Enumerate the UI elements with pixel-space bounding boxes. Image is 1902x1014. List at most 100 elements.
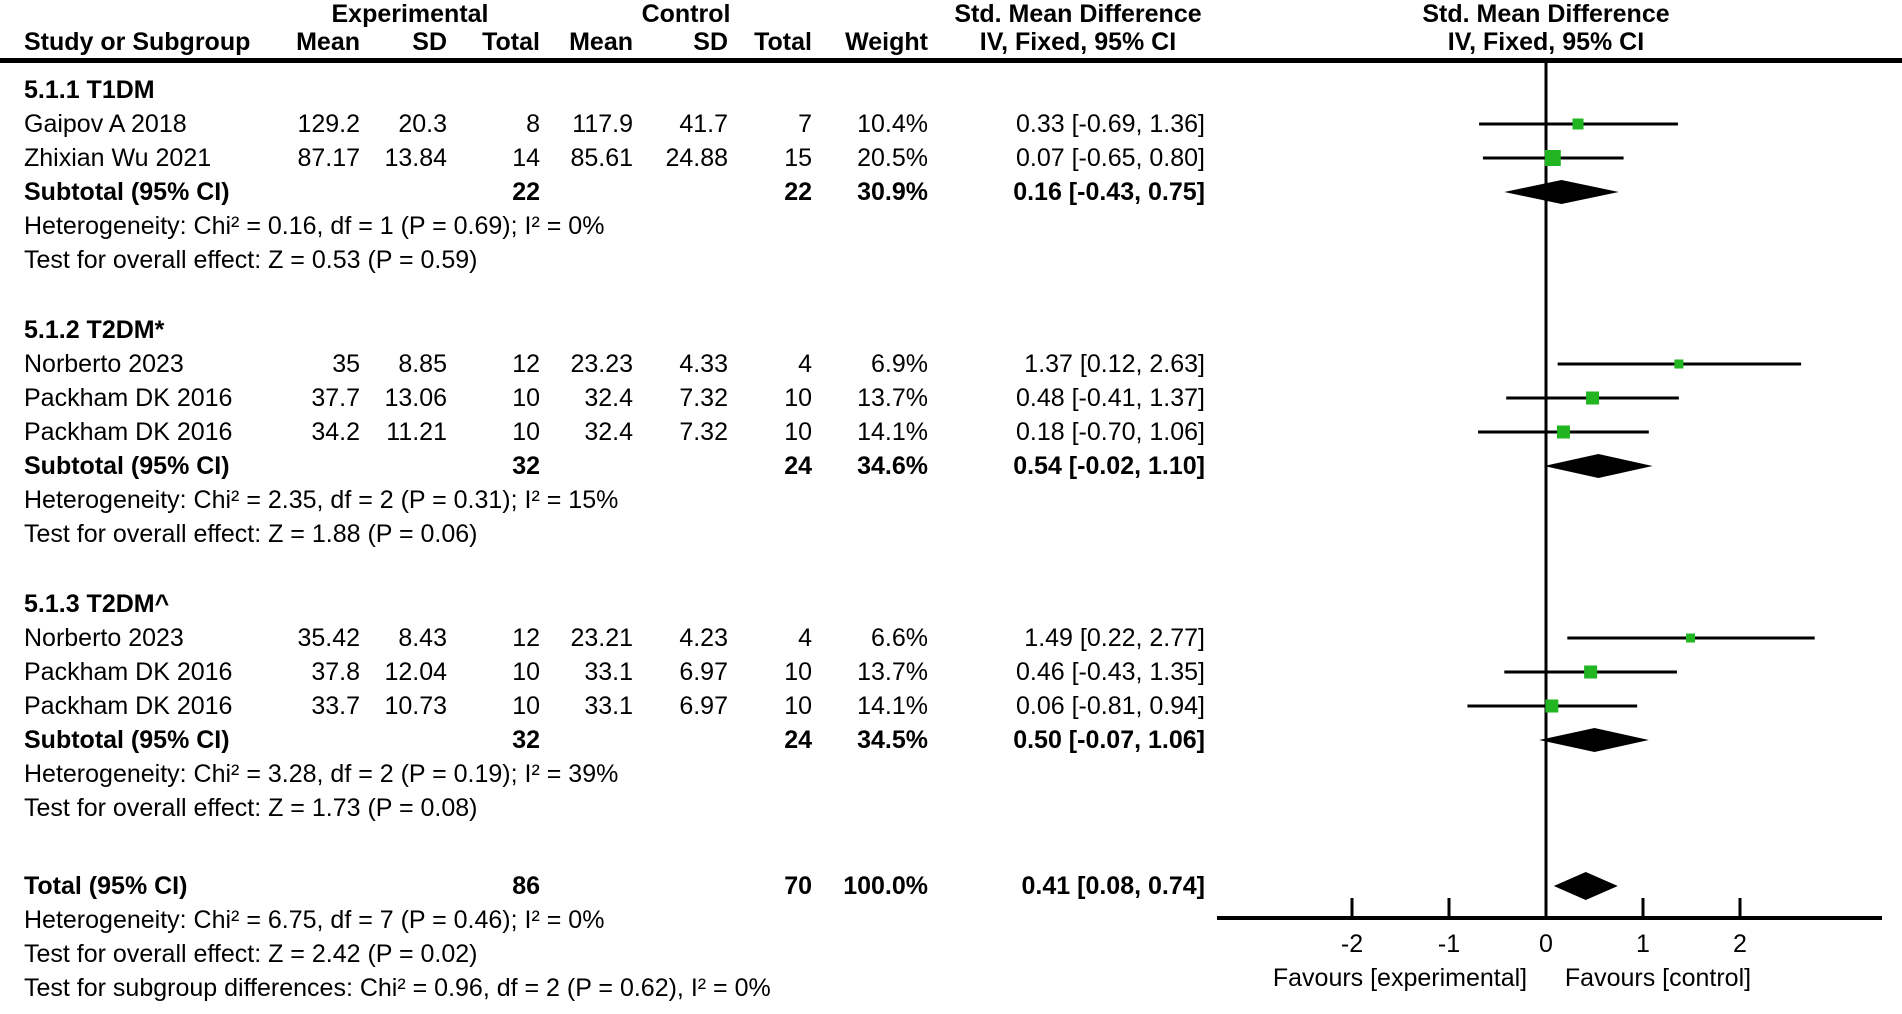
cell-total-exp: 12 bbox=[512, 624, 540, 652]
cell-total-exp: 10 bbox=[512, 418, 540, 446]
footnote-text: Heterogeneity: Chi² = 6.75, df = 7 (P = … bbox=[24, 906, 605, 934]
cell-total-exp: 22 bbox=[512, 178, 540, 206]
cell-weight: 10.4% bbox=[857, 110, 928, 138]
cell-weight: 34.6% bbox=[857, 452, 928, 480]
axis-tick-label: -2 bbox=[1341, 930, 1363, 958]
cell-mean-exp: 37.8 bbox=[311, 658, 360, 686]
col-header-mean-exp: Mean bbox=[296, 28, 360, 56]
study-marker bbox=[1545, 699, 1559, 713]
cell-mean-exp: 35.42 bbox=[297, 624, 360, 652]
cell-sd-ctl: 4.33 bbox=[679, 350, 728, 378]
cell-ci-text: 1.37 [0.12, 2.63] bbox=[1024, 350, 1205, 378]
subtotal-label: Subtotal (95% CI) bbox=[24, 726, 230, 754]
cell-total-ctl: 15 bbox=[784, 144, 812, 172]
study-name: Packham DK 2016 bbox=[24, 418, 233, 446]
cell-mean-exp: 34.2 bbox=[311, 418, 360, 446]
axis-tick-label: 1 bbox=[1636, 930, 1650, 958]
col-header-weight: Weight bbox=[845, 28, 928, 56]
cell-sd-exp: 8.43 bbox=[398, 624, 447, 652]
study-marker bbox=[1556, 425, 1570, 439]
heterogeneity-text: Heterogeneity: Chi² = 2.35, df = 2 (P = … bbox=[24, 486, 619, 514]
cell-total-exp: 86 bbox=[512, 872, 540, 900]
overall-effect-text: Test for overall effect: Z = 1.73 (P = 0… bbox=[24, 794, 478, 822]
heterogeneity-text: Heterogeneity: Chi² = 0.16, df = 1 (P = … bbox=[24, 212, 605, 240]
cell-total-ctl: 24 bbox=[784, 452, 812, 480]
cell-mean-exp: 87.17 bbox=[297, 144, 360, 172]
group-header-experimental: Experimental bbox=[331, 0, 489, 28]
footnote-text: Test for overall effect: Z = 2.42 (P = 0… bbox=[24, 940, 478, 968]
subtotal-diamond bbox=[1504, 180, 1619, 204]
cell-mean-ctl: 117.9 bbox=[572, 110, 633, 138]
axis-tick-label: 2 bbox=[1733, 930, 1747, 958]
cell-sd-ctl: 4.23 bbox=[679, 624, 728, 652]
cell-mean-ctl: 23.23 bbox=[570, 350, 633, 378]
total-diamond bbox=[1553, 872, 1618, 900]
subgroup-label: 5.1.2 T2DM* bbox=[24, 316, 165, 344]
col-header-sd-ctl: SD bbox=[693, 28, 728, 56]
cell-ci-text: 0.50 [-0.07, 1.06] bbox=[1013, 726, 1205, 754]
col-header-ci-left: IV, Fixed, 95% CI bbox=[979, 28, 1177, 56]
cell-mean-ctl: 32.4 bbox=[584, 418, 633, 446]
cell-ci-text: 0.48 [-0.41, 1.37] bbox=[1015, 384, 1205, 412]
cell-sd-ctl: 7.32 bbox=[679, 418, 728, 446]
cell-total-exp: 14 bbox=[512, 144, 540, 172]
cell-mean-ctl: 85.61 bbox=[570, 144, 633, 172]
cell-total-exp: 32 bbox=[512, 452, 540, 480]
cell-sd-exp: 13.84 bbox=[384, 144, 447, 172]
cell-weight: 13.7% bbox=[857, 384, 928, 412]
cell-ci-text: 0.18 [-0.70, 1.06] bbox=[1015, 418, 1205, 446]
cell-weight: 14.1% bbox=[857, 692, 928, 720]
study-marker bbox=[1686, 633, 1696, 643]
cell-total-ctl: 7 bbox=[798, 110, 812, 138]
study-name: Zhixian Wu 2021 bbox=[24, 144, 212, 172]
group-header-smd-left: Std. Mean Difference bbox=[954, 0, 1202, 28]
subtotal-diamond bbox=[1539, 728, 1649, 752]
overall-effect-text: Test for overall effect: Z = 1.88 (P = 0… bbox=[24, 520, 478, 548]
cell-total-exp: 32 bbox=[512, 726, 540, 754]
cell-total-exp: 10 bbox=[512, 658, 540, 686]
cell-total-exp: 12 bbox=[512, 350, 540, 378]
overall-effect-text: Test for overall effect: Z = 0.53 (P = 0… bbox=[24, 246, 478, 274]
favours-left-label: Favours [experimental] bbox=[1273, 964, 1527, 992]
cell-sd-ctl: 24.88 bbox=[665, 144, 728, 172]
cell-weight: 6.6% bbox=[871, 624, 928, 652]
cell-weight: 20.5% bbox=[857, 144, 928, 172]
cell-total-exp: 8 bbox=[526, 110, 540, 138]
axis-tick-label: -1 bbox=[1438, 930, 1460, 958]
cell-mean-exp: 129.2 bbox=[297, 110, 360, 138]
cell-weight: 34.5% bbox=[857, 726, 928, 754]
cell-total-exp: 10 bbox=[512, 384, 540, 412]
study-marker bbox=[1544, 150, 1561, 166]
study-name: Packham DK 2016 bbox=[24, 384, 233, 412]
study-marker bbox=[1674, 359, 1684, 369]
cell-total-ctl: 22 bbox=[784, 178, 812, 206]
heterogeneity-text: Heterogeneity: Chi² = 3.28, df = 2 (P = … bbox=[24, 760, 619, 788]
cell-sd-exp: 10.73 bbox=[384, 692, 447, 720]
cell-weight: 100.0% bbox=[843, 872, 928, 900]
study-name: Packham DK 2016 bbox=[24, 692, 233, 720]
subtotal-label: Subtotal (95% CI) bbox=[24, 452, 230, 480]
col-header-total-exp: Total bbox=[482, 28, 540, 56]
study-name: Gaipov A 2018 bbox=[24, 110, 187, 138]
cell-ci-text: 0.41 [0.08, 0.74] bbox=[1021, 872, 1205, 900]
cell-sd-exp: 8.85 bbox=[398, 350, 447, 378]
cell-ci-text: 1.49 [0.22, 2.77] bbox=[1024, 624, 1205, 652]
cell-ci-text: 0.16 [-0.43, 0.75] bbox=[1013, 178, 1205, 206]
cell-ci-text: 0.07 [-0.65, 0.80] bbox=[1015, 144, 1205, 172]
subgroup-label: 5.1.1 T1DM bbox=[24, 76, 155, 104]
col-header-mean-ctl: Mean bbox=[569, 28, 633, 56]
group-header-control: Control bbox=[641, 0, 731, 28]
group-header-smd-right: Std. Mean Difference bbox=[1422, 0, 1670, 28]
cell-total-ctl: 10 bbox=[784, 384, 812, 412]
study-name: Packham DK 2016 bbox=[24, 658, 233, 686]
cell-mean-exp: 35 bbox=[332, 350, 360, 378]
cell-total-ctl: 4 bbox=[798, 350, 812, 378]
study-marker bbox=[1586, 391, 1600, 405]
study-name: Norberto 2023 bbox=[24, 624, 184, 652]
cell-total-ctl: 70 bbox=[784, 872, 812, 900]
study-marker bbox=[1572, 118, 1584, 130]
cell-ci-text: 0.46 [-0.43, 1.35] bbox=[1015, 658, 1205, 686]
cell-total-ctl: 10 bbox=[784, 692, 812, 720]
subtotal-label: Subtotal (95% CI) bbox=[24, 178, 230, 206]
